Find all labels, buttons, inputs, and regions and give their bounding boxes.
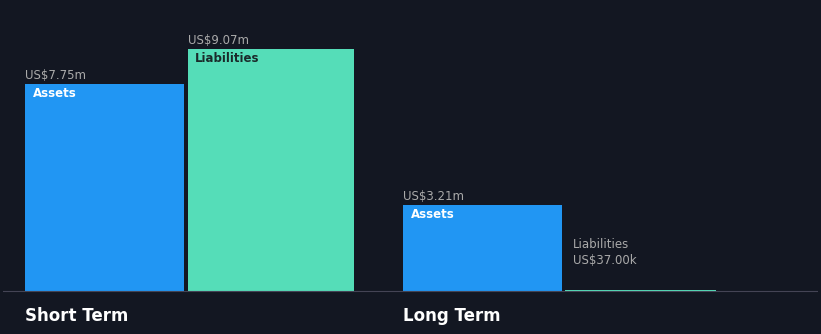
Bar bbox=[25, 84, 184, 291]
Bar bbox=[188, 49, 354, 291]
Text: Assets: Assets bbox=[410, 208, 454, 221]
Text: Short Term: Short Term bbox=[25, 307, 129, 325]
Bar bbox=[403, 205, 562, 291]
Text: US$37.00k: US$37.00k bbox=[573, 254, 636, 267]
Text: US$9.07m: US$9.07m bbox=[188, 34, 249, 47]
Text: US$3.21m: US$3.21m bbox=[403, 190, 464, 203]
Bar bbox=[566, 290, 716, 291]
Text: Long Term: Long Term bbox=[403, 307, 501, 325]
Text: Liabilities: Liabilities bbox=[573, 238, 629, 251]
Text: US$7.75m: US$7.75m bbox=[25, 69, 86, 82]
Text: Liabilities: Liabilities bbox=[195, 52, 259, 65]
Text: Assets: Assets bbox=[33, 87, 76, 100]
